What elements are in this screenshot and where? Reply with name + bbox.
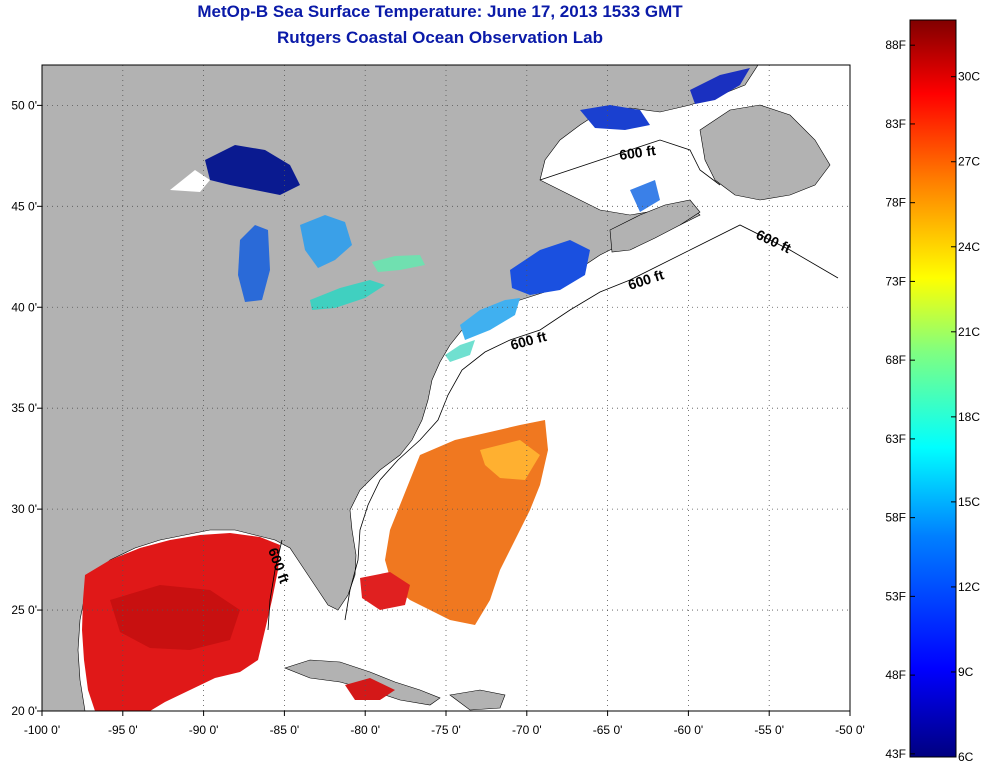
colorbar-celsius-label: 12C	[958, 580, 980, 594]
colorbar-fahrenheit-label: 48F	[885, 668, 906, 682]
y-tick-label: 25 0'	[11, 603, 37, 617]
lake-ontario	[372, 255, 425, 272]
x-tick-label: -90 0'	[189, 723, 219, 737]
lake-superior	[205, 145, 300, 195]
colorbar-celsius-label: 18C	[958, 410, 980, 424]
colorbar-fahrenheit-label: 63F	[885, 432, 906, 446]
colorbar	[909, 19, 957, 758]
sst-gulf-stream-edge	[480, 440, 540, 480]
sst-new-england-shelf	[460, 298, 520, 340]
x-tick-label: -95 0'	[108, 723, 138, 737]
map-title: MetOp-B Sea Surface Temperature: June 17…	[197, 2, 683, 21]
y-tick-label: 35 0'	[11, 401, 37, 415]
x-tick-label: -55 0'	[754, 723, 784, 737]
map-layers: 600 ft 600 ft 600 ft 600 ft 600 ft	[42, 65, 850, 711]
colorbar-celsius-label: 21C	[958, 325, 980, 339]
colorbar-fahrenheit-label: 43F	[885, 747, 906, 761]
y-tick-label: 50 0'	[11, 98, 37, 112]
y-tick-label: 30 0'	[11, 502, 37, 516]
x-tick-label: -75 0'	[431, 723, 461, 737]
x-tick-label: -65 0'	[593, 723, 623, 737]
x-tick-label: -80 0'	[350, 723, 380, 737]
x-tick-label: -100 0'	[24, 723, 60, 737]
land-hispaniola	[449, 689, 506, 711]
colorbar-celsius-label: 6C	[958, 750, 974, 764]
colorbar-fahrenheit-labels: 88F 83F 78F 73F 68F 63F 58F 53F 48F 43F	[885, 38, 915, 761]
land-north-america	[42, 65, 759, 711]
contour-600ft-gulf	[267, 539, 283, 631]
colorbar-fahrenheit-label: 88F	[885, 38, 906, 52]
colorbar-celsius-label: 9C	[958, 665, 974, 679]
sst-caribbean	[345, 678, 395, 700]
y-tick-label: 20 0'	[11, 704, 37, 718]
colorbar-fahrenheit-label: 83F	[885, 117, 906, 131]
colorbar-fahrenheit-label: 53F	[885, 589, 906, 603]
lake-huron	[300, 215, 352, 268]
colorbar-fahrenheit-label: 73F	[885, 274, 906, 288]
colorbar-celsius-label: 30C	[958, 70, 980, 84]
colorbar-celsius-label: 24C	[958, 240, 980, 254]
x-tick-label: -50 0'	[835, 723, 865, 737]
y-tick-label: 45 0'	[11, 199, 37, 213]
sst-gulf-of-maine	[510, 240, 590, 295]
lake-superior-shore	[170, 170, 210, 192]
colorbar-celsius-label: 27C	[958, 155, 980, 169]
land-nova-scotia	[609, 199, 701, 253]
lake-erie	[310, 280, 385, 310]
sst-gulf-st-lawrence	[580, 105, 650, 130]
y-tick-label: 40 0'	[11, 300, 37, 314]
contour-label: 600 ft	[618, 142, 657, 163]
colorbar-celsius-label: 15C	[958, 495, 980, 509]
x-tick-label: -60 0'	[674, 723, 704, 737]
map-subtitle: Rutgers Coastal Ocean Observation Lab	[277, 28, 603, 47]
x-axis: -100 0' -95 0' -90 0' -85 0' -80 0' -75 0' -70…	[24, 711, 865, 737]
x-tick-label: -85 0'	[270, 723, 300, 737]
colorbar-fahrenheit-label: 68F	[885, 353, 906, 367]
sst-bay-of-fundy	[630, 180, 660, 212]
x-tick-label: -70 0'	[512, 723, 542, 737]
sst-bahamas	[360, 572, 410, 610]
lake-michigan	[238, 225, 270, 302]
sst-mid-atlantic	[445, 340, 475, 362]
colorbar-fahrenheit-label: 58F	[885, 511, 906, 525]
colorbar-celsius-labels: 30C 27C 24C 21C 18C 15C 12C 9C 6C	[951, 70, 980, 764]
contour-600ft-north	[539, 139, 721, 186]
land-newfoundland	[699, 104, 831, 201]
y-axis: 50 0' 45 0' 40 0' 35 0' 30 0' 25 0' 20 0'	[11, 98, 42, 718]
contour-600ft-atlantic	[344, 224, 839, 621]
colorbar-fahrenheit-label: 78F	[885, 196, 906, 210]
sst-gulf-warm-core	[110, 585, 240, 650]
sst-labrador	[690, 68, 750, 104]
